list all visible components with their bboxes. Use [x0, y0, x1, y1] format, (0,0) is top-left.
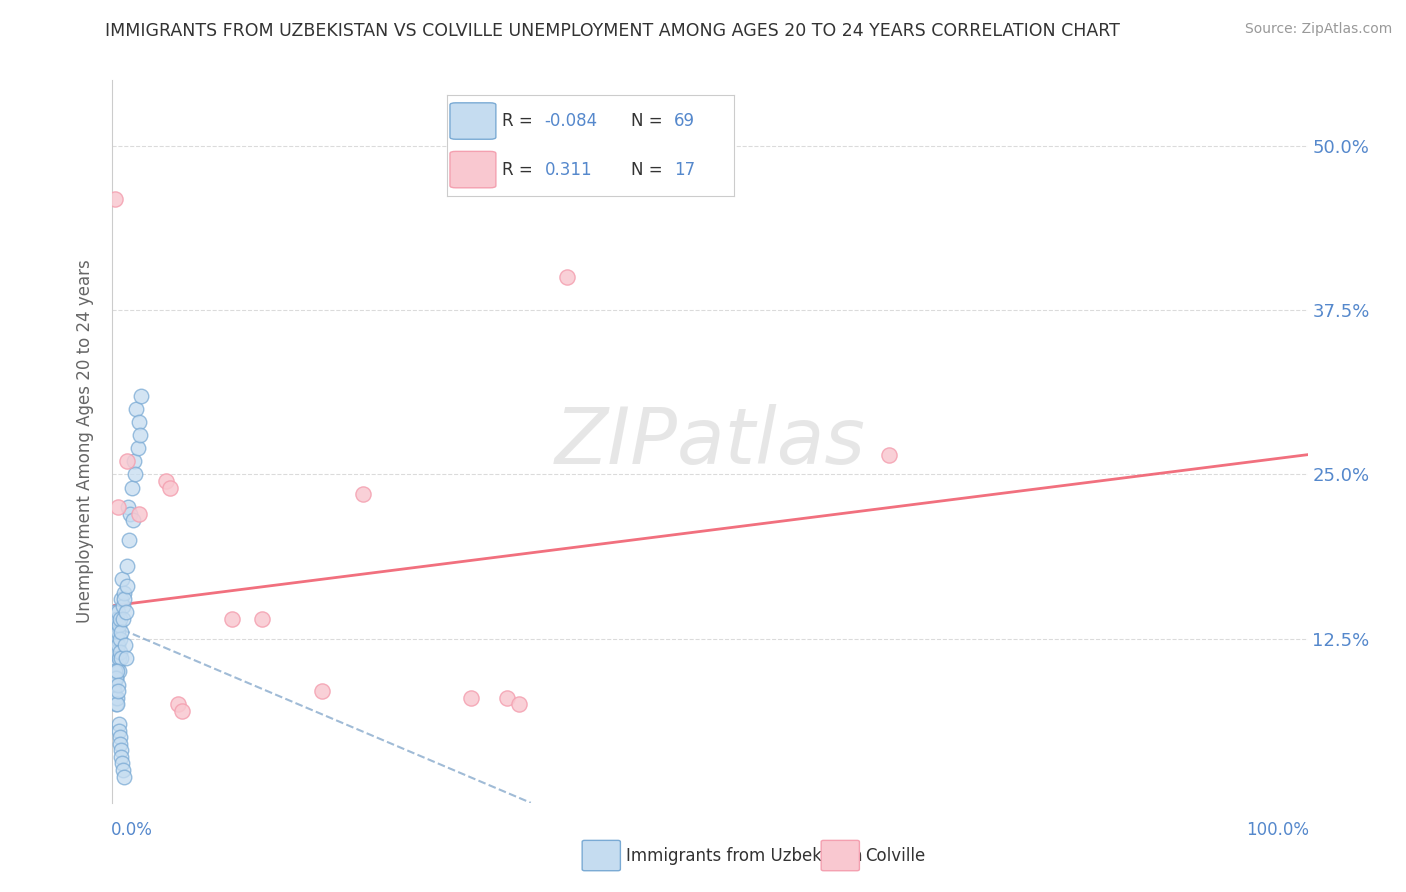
Point [108, 723, 131, 738]
Point [111, 573, 134, 587]
Point [105, 618, 128, 632]
Text: ZIPatlas: ZIPatlas [554, 403, 866, 480]
Point [879, 448, 901, 462]
Point [167, 698, 190, 712]
Point [104, 192, 127, 206]
Point [114, 638, 136, 652]
Point [127, 441, 149, 455]
Point [105, 671, 128, 685]
Point [110, 612, 132, 626]
Point [104, 605, 127, 619]
FancyBboxPatch shape [582, 840, 620, 871]
Point [105, 665, 128, 679]
Point [120, 507, 142, 521]
Point [460, 690, 482, 705]
Point [107, 651, 129, 665]
Point [103, 645, 125, 659]
Point [122, 454, 145, 468]
Point [103, 684, 125, 698]
Point [155, 474, 177, 488]
Point [111, 599, 134, 613]
Point [114, 605, 136, 619]
Point [104, 698, 127, 712]
Point [104, 638, 127, 652]
Point [117, 500, 139, 515]
Point [125, 401, 148, 416]
Point [112, 770, 135, 784]
Point [110, 749, 132, 764]
Point [115, 651, 138, 665]
Point [115, 559, 138, 574]
Point [496, 690, 519, 705]
Point [104, 665, 127, 679]
Point [112, 585, 135, 599]
Point [108, 632, 131, 646]
Point [105, 612, 128, 626]
Point [353, 487, 375, 501]
Point [170, 704, 193, 718]
Point [108, 737, 131, 751]
Point [107, 638, 129, 652]
Point [129, 388, 152, 402]
Point [111, 756, 134, 771]
Point [110, 625, 132, 640]
Point [117, 579, 139, 593]
Point [104, 665, 127, 679]
Point [103, 671, 125, 685]
Point [105, 690, 128, 705]
Point [118, 533, 141, 547]
Point [103, 625, 125, 640]
Text: IMMIGRANTS FROM UZBEKISTAN VS COLVILLE UNEMPLOYMENT AMONG AGES 20 TO 24 YEARS CO: IMMIGRANTS FROM UZBEKISTAN VS COLVILLE U… [105, 22, 1121, 40]
Point [104, 690, 127, 705]
Point [105, 645, 128, 659]
Point [108, 645, 131, 659]
Point [114, 592, 135, 607]
Point [110, 592, 132, 607]
Text: Source: ZipAtlas.com: Source: ZipAtlas.com [1244, 22, 1392, 37]
Point [115, 454, 138, 468]
Point [105, 698, 128, 712]
Point [221, 612, 243, 626]
Point [110, 651, 132, 665]
Point [555, 270, 578, 285]
Point [108, 717, 131, 731]
Point [107, 684, 129, 698]
Point [110, 743, 132, 757]
Point [121, 481, 143, 495]
Point [107, 625, 129, 640]
Point [112, 612, 135, 626]
Point [103, 612, 125, 626]
Point [124, 467, 146, 482]
Point [108, 618, 131, 632]
Point [105, 671, 128, 685]
Point [129, 428, 152, 442]
Text: Immigrants from Uzbekistan: Immigrants from Uzbekistan [627, 847, 863, 864]
Text: Colville: Colville [866, 847, 925, 864]
Point [250, 612, 273, 626]
Y-axis label: Unemployment Among Ages 20 to 24 years: Unemployment Among Ages 20 to 24 years [76, 260, 94, 624]
Point [107, 500, 129, 515]
Point [108, 730, 131, 744]
Point [128, 415, 150, 429]
Point [108, 665, 131, 679]
Point [105, 632, 128, 646]
FancyBboxPatch shape [821, 840, 859, 871]
Point [103, 677, 125, 691]
Point [159, 481, 181, 495]
Point [107, 657, 129, 672]
Point [104, 657, 127, 672]
Point [107, 605, 129, 619]
Point [128, 507, 150, 521]
Point [311, 684, 333, 698]
Point [107, 677, 129, 691]
Point [104, 651, 127, 665]
Point [508, 698, 530, 712]
Text: 0.0%: 0.0% [111, 821, 153, 838]
Text: 100.0%: 100.0% [1246, 821, 1309, 838]
Point [111, 763, 134, 777]
Point [121, 513, 143, 527]
